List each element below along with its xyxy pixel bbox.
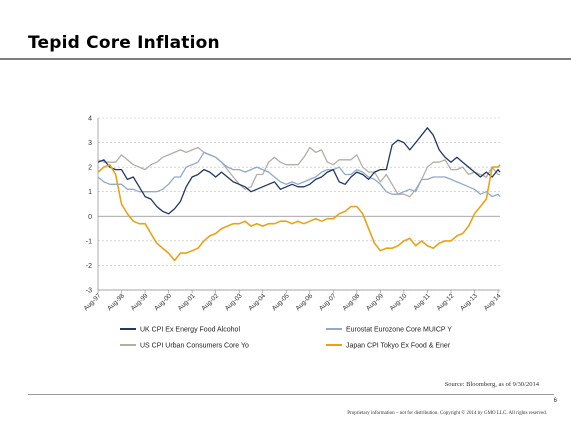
title-divider <box>0 58 571 60</box>
footer-divider <box>28 394 554 395</box>
x-tick-label: Aug-98 <box>106 292 126 312</box>
series-line-1 <box>97 151 501 198</box>
legend-label: Japan CPI Tokyo Ex Food & Ener <box>346 343 451 350</box>
y-tick-label: -2 <box>86 263 92 270</box>
x-tick-label: Aug-12 <box>436 292 456 312</box>
series-line-0 <box>97 127 501 215</box>
x-tick-label: Aug-10 <box>389 292 409 312</box>
x-tick-label: Aug-07 <box>318 292 338 312</box>
legend-label: UK CPI Ex Energy Food Alcohol <box>140 327 240 334</box>
x-tick-label: Aug-03 <box>224 292 244 312</box>
y-tick-label: -1 <box>86 238 92 245</box>
x-tick-label: Aug-00 <box>153 292 173 312</box>
source-note: Source: Bloomberg, as of 9/30/2014 <box>444 381 539 388</box>
y-tick-label: 1 <box>88 189 92 196</box>
y-tick-label: -3 <box>86 288 92 295</box>
x-tick-label: Aug-02 <box>200 292 220 312</box>
x-tick-label: Aug-11 <box>412 292 432 312</box>
x-tick-label: Aug-14 <box>483 292 503 312</box>
x-tick-label: Aug-06 <box>294 292 314 312</box>
legend-label: US CPI Urban Consumers Core Yo <box>140 343 249 350</box>
x-tick-label: Aug-99 <box>130 292 150 312</box>
slide-title: Tepid Core Inflation <box>28 33 220 53</box>
legend-label: Eurostat Eurozone Core MUICP Y <box>346 327 452 334</box>
x-tick-label: Aug-09 <box>365 292 385 312</box>
copyright-footer: Proprietary information – not for distri… <box>347 411 547 416</box>
x-tick-label: Aug-08 <box>341 292 361 312</box>
x-tick-label: Aug-97 <box>83 292 103 312</box>
x-tick-label: Aug-04 <box>247 292 267 312</box>
page-number: 6 <box>553 398 557 404</box>
series-line-3 <box>97 163 501 262</box>
y-tick-label: 3 <box>88 140 92 147</box>
y-tick-label: 0 <box>88 214 92 221</box>
y-tick-label: 4 <box>88 116 92 123</box>
series-line-2 <box>97 146 500 198</box>
x-tick-label: Aug-13 <box>459 292 479 312</box>
x-tick-label: Aug-05 <box>271 292 291 312</box>
y-tick-label: 2 <box>88 165 92 172</box>
x-tick-label: Aug-01 <box>177 292 197 312</box>
